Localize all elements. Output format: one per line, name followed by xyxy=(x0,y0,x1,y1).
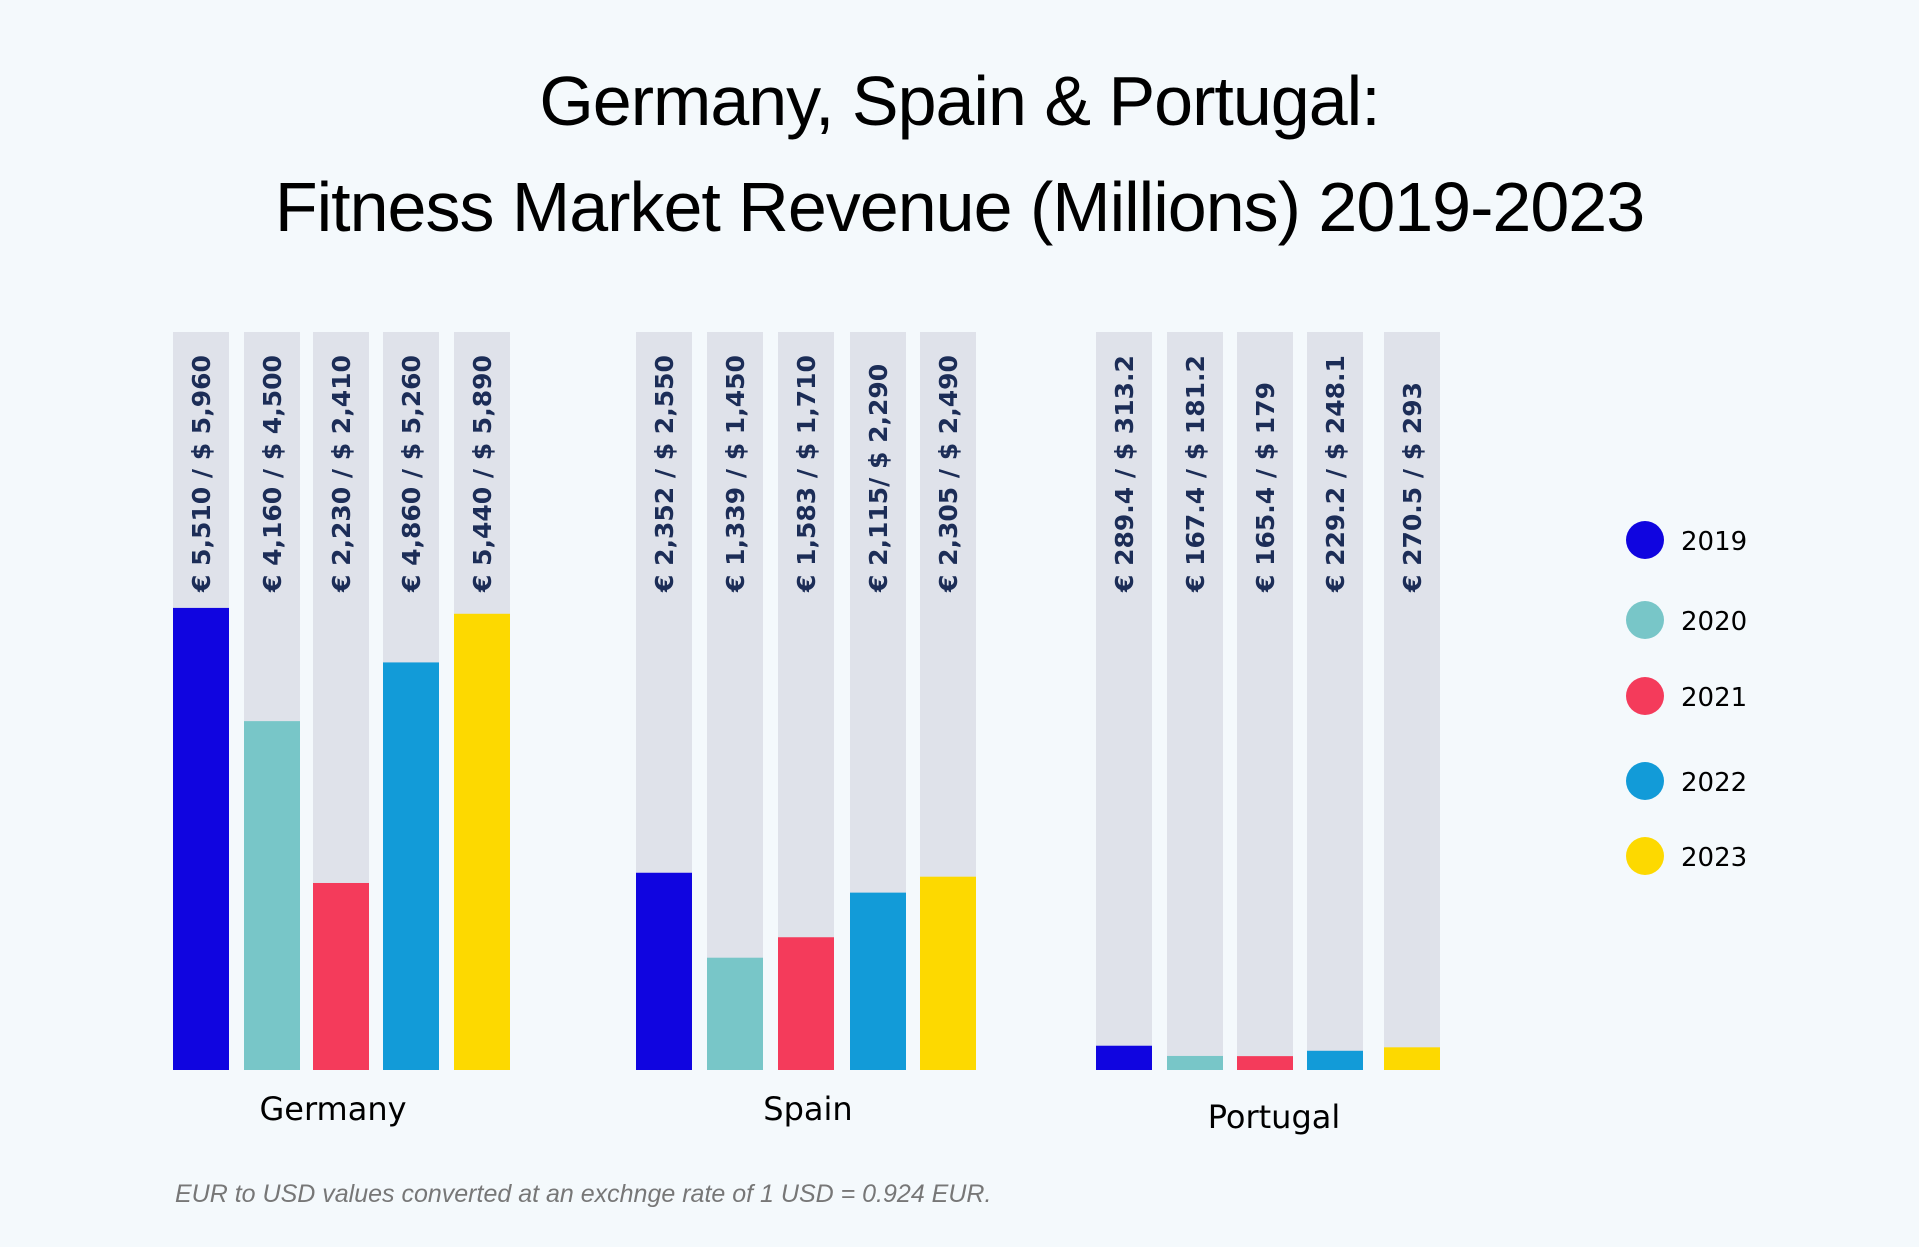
bar-portugal-2021 xyxy=(1237,1056,1293,1070)
bar-track-spain-2020 xyxy=(707,332,763,1070)
legend-label-2019: 2019 xyxy=(1681,527,1747,557)
bar-germany-2019 xyxy=(173,607,229,1070)
data-label-germany-2020: € 4,160 / $ 4,500 xyxy=(258,355,287,593)
bar-germany-2020 xyxy=(244,721,300,1070)
legend-swatch-2021 xyxy=(1626,677,1664,715)
legend-label-2020: 2020 xyxy=(1681,607,1747,637)
data-label-spain-2020: € 1,339 / $ 1,450 xyxy=(721,355,750,593)
bar-germany-2022 xyxy=(383,662,439,1070)
bar-germany-2023 xyxy=(454,613,510,1070)
bar-track-portugal-2019 xyxy=(1096,332,1152,1070)
chart-title-line-1: Germany, Spain & Portugal: xyxy=(539,62,1380,140)
bar-portugal-2020 xyxy=(1167,1055,1223,1070)
data-label-spain-2022: € 2,115/ $ 2,290 xyxy=(864,364,893,593)
bar-track-portugal-2021 xyxy=(1237,332,1293,1070)
data-label-portugal-2022: € 229.2 / $ 248.1 xyxy=(1321,355,1350,593)
legend-swatch-2020 xyxy=(1626,601,1664,639)
data-label-portugal-2019: € 289.4 / $ 313.2 xyxy=(1110,355,1139,593)
bar-portugal-2022 xyxy=(1307,1050,1363,1070)
legend-swatch-2022 xyxy=(1626,762,1664,800)
data-label-germany-2021: € 2,230 / $ 2,410 xyxy=(327,355,356,593)
category-label-portugal: Portugal xyxy=(1208,1098,1341,1136)
bar-spain-2021 xyxy=(778,937,834,1070)
bar-spain-2019 xyxy=(636,872,692,1070)
bar-portugal-2019 xyxy=(1096,1045,1152,1070)
legend-label-2021: 2021 xyxy=(1681,683,1747,713)
chart-title-line-2: Fitness Market Revenue (Millions) 2019-2… xyxy=(274,168,1645,246)
data-label-spain-2019: € 2,352 / $ 2,550 xyxy=(650,355,679,593)
legend-label-2023: 2023 xyxy=(1681,843,1747,873)
data-label-portugal-2020: € 167.4 / $ 181.2 xyxy=(1181,355,1210,593)
bar-germany-2021 xyxy=(313,882,369,1070)
bar-track-portugal-2022 xyxy=(1307,332,1363,1070)
data-label-portugal-2023: € 270.5 / $ 293 xyxy=(1398,382,1427,593)
data-label-portugal-2021: € 165.4 / $ 179 xyxy=(1251,382,1280,593)
category-label-germany: Germany xyxy=(259,1090,406,1128)
bar-spain-2023 xyxy=(920,876,976,1070)
legend-label-2022: 2022 xyxy=(1681,768,1747,798)
bar-portugal-2023 xyxy=(1384,1047,1440,1070)
data-label-spain-2023: € 2,305 / $ 2,490 xyxy=(934,355,963,593)
bar-spain-2020 xyxy=(707,957,763,1070)
legend-swatch-2023 xyxy=(1626,837,1664,875)
footnote: EUR to USD values converted at an exchng… xyxy=(175,1180,992,1208)
bar-spain-2022 xyxy=(850,892,906,1070)
bar-track-portugal-2020 xyxy=(1167,332,1223,1070)
data-label-spain-2021: € 1,583 / $ 1,710 xyxy=(792,355,821,593)
data-label-germany-2022: € 4,860 / $ 5,260 xyxy=(397,355,426,593)
data-label-germany-2019: € 5,510 / $ 5,960 xyxy=(187,355,216,593)
chart-title: Germany, Spain & Portugal: Fitness Marke… xyxy=(0,48,1919,260)
category-label-spain: Spain xyxy=(763,1090,852,1128)
legend-swatch-2019 xyxy=(1626,521,1664,559)
bar-track-portugal-2023 xyxy=(1384,332,1440,1070)
data-label-germany-2023: € 5,440 / $ 5,890 xyxy=(468,355,497,593)
